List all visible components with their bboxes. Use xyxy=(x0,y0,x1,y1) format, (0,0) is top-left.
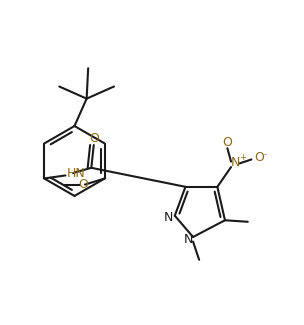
Text: N: N xyxy=(184,233,193,246)
Text: O: O xyxy=(89,132,99,145)
Text: HN: HN xyxy=(67,167,86,180)
Text: O: O xyxy=(78,178,88,191)
Text: O: O xyxy=(223,136,232,149)
Text: -: - xyxy=(264,150,267,159)
Text: N: N xyxy=(231,156,240,169)
Text: +: + xyxy=(239,153,246,162)
Text: O: O xyxy=(254,151,264,164)
Text: N: N xyxy=(164,211,173,224)
